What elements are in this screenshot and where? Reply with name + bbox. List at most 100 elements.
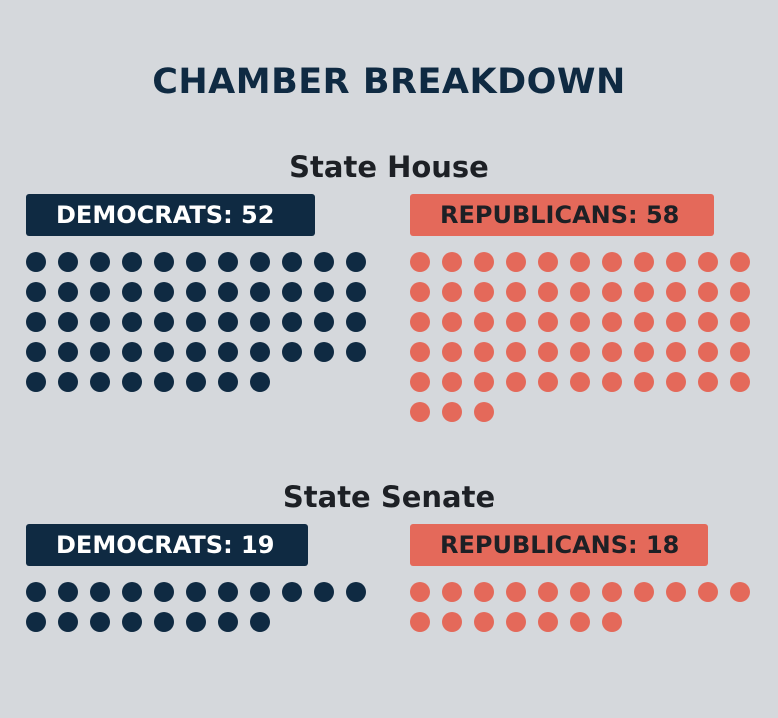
house-democrats-seat-dot	[58, 312, 78, 332]
house-republicans-seat-dot	[570, 312, 590, 332]
state-house-title: State House	[289, 150, 489, 184]
house-democrats-seat-dot	[282, 252, 302, 272]
house-republicans-seat-dot	[634, 372, 654, 392]
house-democrats-label: DEMOCRATS: 52	[26, 194, 315, 236]
house-democrats-seat-dot	[122, 252, 142, 272]
house-republicans-seat-dot	[538, 372, 558, 392]
house-republicans-seat-dot	[506, 342, 526, 362]
senate-republicans-seat-dot	[570, 612, 590, 632]
senate-democrats-seat-dot	[218, 612, 238, 632]
senate-democrats-seat-dot	[26, 612, 46, 632]
house-republicans-seat-dot	[698, 282, 718, 302]
senate-republicans-seat-dot	[410, 582, 430, 602]
house-republicans-seat-dot	[442, 342, 462, 362]
senate-democrats-seat-dot	[122, 582, 142, 602]
senate-republicans-seat-dot	[474, 612, 494, 632]
house-republicans-seat-dot	[538, 342, 558, 362]
house-democrats-seat-dot	[186, 282, 206, 302]
house-democrats-seat-dot	[346, 342, 366, 362]
senate-republicans-seat-dot	[666, 582, 686, 602]
house-republicans-seat-dot	[634, 312, 654, 332]
house-republicans-seat-dot	[730, 252, 750, 272]
house-republicans-seat-dot	[538, 252, 558, 272]
senate-republicans-seat-dot	[698, 582, 718, 602]
house-democrats-seat-dot	[122, 312, 142, 332]
house-republicans-seat-dot	[410, 342, 430, 362]
house-democrats-seat-dot	[186, 342, 206, 362]
senate-democrats-seat-dot	[314, 582, 334, 602]
house-republicans-seat-dot	[442, 312, 462, 332]
senate-republicans-seat-dot	[442, 612, 462, 632]
house-democrats-seat-dot	[26, 372, 46, 392]
senate-democrats-seat-dot	[154, 612, 174, 632]
house-republicans-seat-dot	[442, 282, 462, 302]
house-republicans-seat-dot	[410, 402, 430, 422]
house-republicans-seat-dot	[506, 252, 526, 272]
house-democrats-seat-dot	[26, 342, 46, 362]
house-republicans-seat-dot	[666, 282, 686, 302]
senate-republicans-seat-dot	[602, 582, 622, 602]
house-republicans-seat-dot	[666, 372, 686, 392]
house-democrats-seat-dot	[26, 282, 46, 302]
senate-republicans-seat-dot	[442, 582, 462, 602]
house-republicans-seat-dot	[634, 342, 654, 362]
house-republicans-seat-dot	[474, 252, 494, 272]
house-democrats-seat-dot	[314, 312, 334, 332]
house-democrats-seat-dot	[250, 252, 270, 272]
senate-democrats-seat-dot	[58, 582, 78, 602]
senate-democrats-label: DEMOCRATS: 19	[26, 524, 308, 566]
house-republicans-seat-dot	[506, 312, 526, 332]
house-democrats-seat-dot	[154, 282, 174, 302]
senate-democrats-seat-dot	[90, 612, 110, 632]
house-republicans-seat-dot	[730, 282, 750, 302]
house-republicans-seat-dot	[474, 312, 494, 332]
house-republicans-seat-dot	[474, 372, 494, 392]
house-democrats-seat-dot	[90, 312, 110, 332]
house-republicans-seat-dot	[602, 282, 622, 302]
house-republicans-seat-dot	[666, 252, 686, 272]
house-democrats-seat-dot	[314, 342, 334, 362]
house-democrats-seat-dot	[122, 282, 142, 302]
house-republicans-seat-dot	[602, 342, 622, 362]
senate-republicans-label: REPUBLICANS: 18	[410, 524, 708, 566]
senate-democrats-seat-dot	[282, 582, 302, 602]
house-democrats-seat-dot	[282, 312, 302, 332]
senate-democrats-seat-dot	[186, 582, 206, 602]
house-republicans-seat-dot	[634, 282, 654, 302]
house-democrats-seat-dot	[250, 312, 270, 332]
senate-democrats-seat-dot	[90, 582, 110, 602]
house-democrats-seat-dot	[218, 282, 238, 302]
house-republicans-seat-dot	[570, 252, 590, 272]
house-republicans-seat-dot	[570, 342, 590, 362]
house-republicans-seat-dot	[666, 312, 686, 332]
house-democrats-seat-dot	[250, 372, 270, 392]
house-democrats-seat-dot	[58, 282, 78, 302]
house-democrats-seat-dot	[58, 252, 78, 272]
house-republicans-seat-dot	[442, 372, 462, 392]
house-republicans-seat-dot	[538, 282, 558, 302]
house-democrats-seat-dot	[250, 282, 270, 302]
house-democrats-seat-dot	[122, 342, 142, 362]
senate-republicans-seat-dot	[474, 582, 494, 602]
house-democrats-seat-dot	[282, 282, 302, 302]
senate-democrats-seat-dot	[26, 582, 46, 602]
senate-republicans-seat-dot	[506, 582, 526, 602]
house-democrats-seat-dot	[218, 312, 238, 332]
house-democrats-seat-dot	[186, 312, 206, 332]
house-republicans-seat-dot	[698, 252, 718, 272]
senate-democrats-seat-dot	[250, 612, 270, 632]
house-democrats-seat-dot	[314, 252, 334, 272]
house-republicans-label: REPUBLICANS: 58	[410, 194, 714, 236]
house-republicans-seat-dot	[698, 312, 718, 332]
senate-republicans-seat-dot	[410, 612, 430, 632]
house-republicans-seat-dot	[410, 312, 430, 332]
senate-republicans-seat-dot	[602, 612, 622, 632]
house-democrats-seat-dot	[90, 282, 110, 302]
house-republicans-seat-dot	[570, 282, 590, 302]
senate-republicans-seat-dot	[538, 582, 558, 602]
house-democrats-seat-dot	[218, 342, 238, 362]
senate-republicans-seat-dot	[538, 612, 558, 632]
house-republicans-seat-dot	[698, 372, 718, 392]
senate-democrats-seat-dot	[218, 582, 238, 602]
